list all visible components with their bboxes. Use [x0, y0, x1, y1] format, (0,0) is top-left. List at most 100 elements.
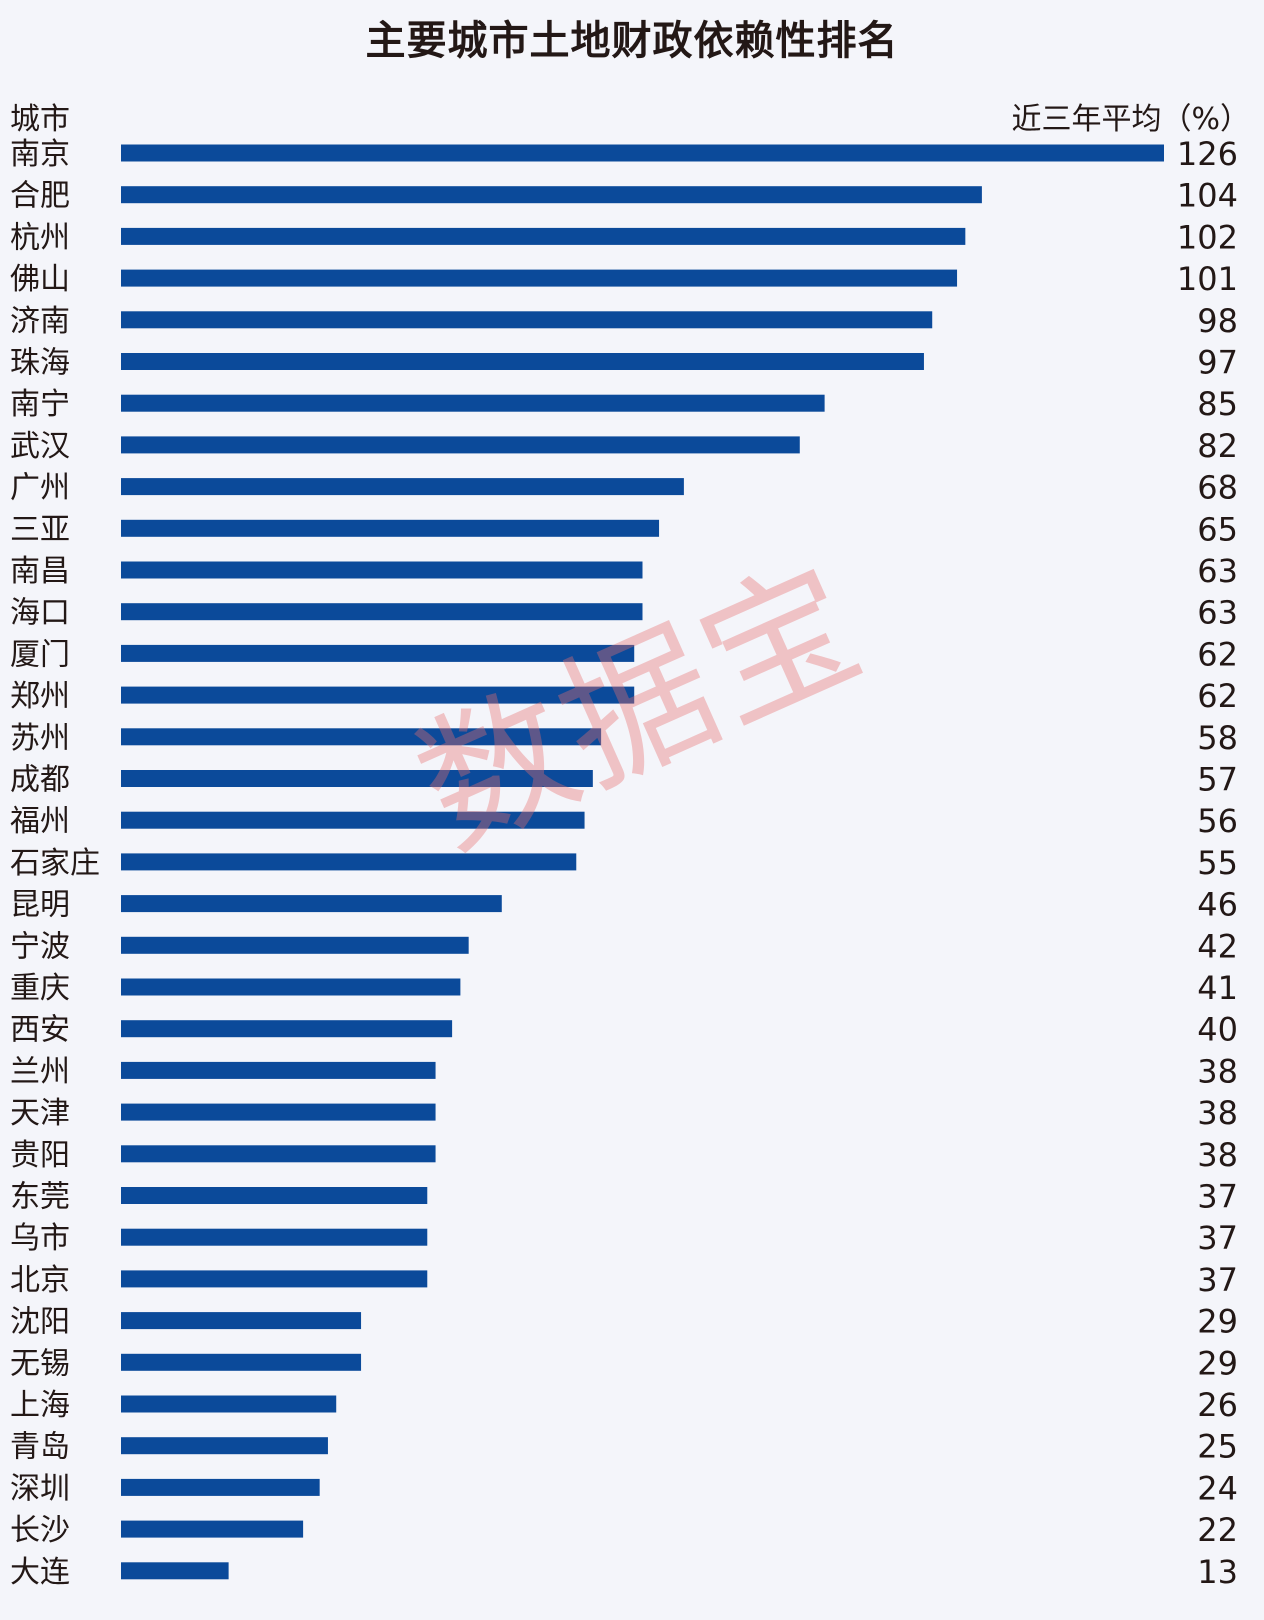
category-label: 珠海 [10, 346, 70, 381]
category-label: 大连 [10, 1555, 70, 1590]
bar [121, 1353, 362, 1371]
value-label: 26 [1197, 1386, 1238, 1424]
bar [121, 311, 933, 329]
category-label: 北京 [10, 1263, 70, 1298]
category-label: 兰州 [10, 1054, 70, 1089]
category-label: 三亚 [10, 512, 70, 547]
category-label: 长沙 [10, 1513, 70, 1548]
value-header: 近三年平均（%） [1011, 102, 1250, 137]
bar [121, 478, 684, 496]
category-label: 宁波 [10, 929, 70, 964]
value-label: 38 [1197, 1094, 1238, 1132]
bar [121, 1478, 320, 1496]
category-label: 济南 [10, 304, 70, 339]
value-label: 37 [1197, 1178, 1238, 1216]
value-label: 37 [1197, 1261, 1238, 1299]
bar [121, 436, 800, 454]
value-label: 63 [1197, 552, 1238, 590]
value-label: 82 [1197, 427, 1238, 465]
category-label: 昆明 [10, 888, 70, 923]
category-label: 深圳 [10, 1471, 70, 1506]
value-label: 98 [1197, 302, 1238, 340]
category-label: 成都 [10, 763, 70, 798]
value-label: 37 [1197, 1219, 1238, 1257]
category-label: 南宁 [10, 387, 70, 422]
bar [121, 1145, 436, 1163]
bar [121, 269, 958, 287]
bar [121, 644, 635, 662]
bar [121, 811, 585, 829]
category-label: 石家庄 [10, 846, 100, 881]
value-label: 68 [1197, 469, 1238, 507]
category-label: 广州 [10, 471, 70, 506]
value-label: 63 [1197, 594, 1238, 632]
bar [121, 227, 966, 245]
bar [121, 1437, 328, 1455]
bar [121, 561, 643, 579]
category-label: 福州 [10, 804, 70, 839]
value-label: 42 [1197, 927, 1238, 965]
value-label: 22 [1197, 1511, 1238, 1549]
value-label: 62 [1197, 635, 1238, 673]
category-label: 合肥 [10, 179, 70, 214]
category-label: 西安 [10, 1013, 70, 1048]
category-label: 上海 [10, 1388, 70, 1423]
value-label: 25 [1197, 1428, 1238, 1466]
bar [121, 186, 982, 204]
value-label: 29 [1197, 1344, 1238, 1382]
category-header: 城市 [10, 102, 70, 137]
value-label: 57 [1197, 761, 1238, 799]
bar [121, 978, 461, 996]
category-label: 东莞 [10, 1180, 70, 1215]
category-label: 厦门 [10, 637, 70, 672]
category-label: 杭州 [10, 220, 70, 255]
category-label: 天津 [10, 1096, 70, 1131]
category-label: 郑州 [10, 679, 70, 714]
category-label: 苏州 [10, 721, 70, 756]
value-label: 55 [1197, 844, 1238, 882]
category-label: 贵阳 [10, 1138, 70, 1173]
bar [121, 1562, 229, 1580]
bar [121, 1228, 428, 1246]
bar [121, 895, 502, 913]
category-label: 南京 [10, 137, 70, 172]
value-label: 97 [1197, 344, 1238, 382]
value-label: 46 [1197, 886, 1238, 924]
bar [121, 728, 602, 746]
bar [121, 1270, 428, 1288]
bar [121, 353, 924, 370]
bar [121, 1395, 337, 1413]
value-label: 101 [1177, 260, 1238, 298]
value-label: 126 [1177, 135, 1238, 173]
bar [121, 1103, 436, 1121]
category-label: 无锡 [10, 1346, 70, 1381]
chart-title: 主要城市土地财政依赖性排名 [365, 18, 899, 64]
bar [121, 1187, 428, 1204]
value-label: 85 [1197, 385, 1238, 423]
bar [121, 1061, 436, 1079]
value-label: 58 [1197, 719, 1238, 757]
bar [121, 1020, 453, 1038]
bar [121, 770, 593, 787]
bar [121, 519, 660, 537]
category-label: 武汉 [10, 429, 70, 464]
value-label: 29 [1197, 1303, 1238, 1341]
bar [121, 603, 643, 621]
value-label: 24 [1197, 1469, 1238, 1507]
bar [121, 144, 1164, 162]
value-label: 40 [1197, 1011, 1238, 1049]
value-label: 56 [1197, 802, 1238, 840]
bar [121, 1312, 362, 1330]
value-label: 13 [1197, 1553, 1238, 1591]
bar [121, 394, 825, 412]
value-label: 41 [1197, 969, 1238, 1007]
bar [121, 1520, 304, 1538]
category-label: 海口 [10, 596, 70, 631]
value-label: 65 [1197, 510, 1238, 548]
category-label: 青岛 [10, 1430, 70, 1465]
category-label: 沈阳 [10, 1305, 70, 1340]
value-label: 104 [1177, 177, 1238, 215]
value-label: 62 [1197, 677, 1238, 715]
category-label: 南昌 [10, 554, 70, 589]
